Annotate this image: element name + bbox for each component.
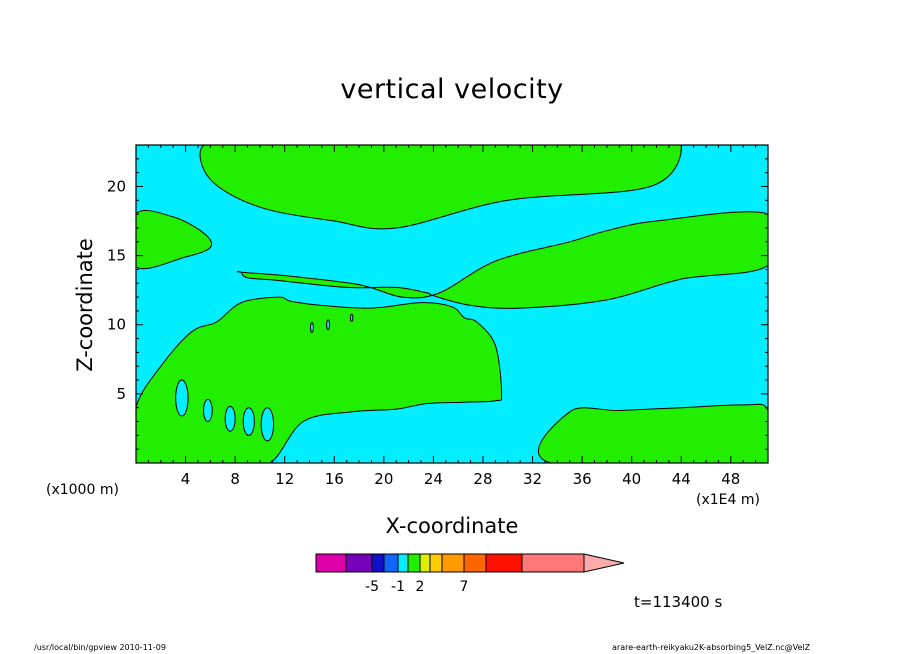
y-tick-label: 10: [107, 316, 126, 334]
colorbar-arrow: [583, 553, 625, 573]
x-tick-label: 12: [275, 470, 294, 488]
colorbar-swatch-9: [463, 553, 487, 573]
positive-region-2: [236, 211, 768, 309]
colorbar-swatch-5: [407, 553, 421, 573]
y-tick-label: 5: [116, 385, 126, 403]
colorbar-swatch-11: [521, 553, 585, 573]
colorbar-swatch-6: [419, 553, 431, 573]
x-tick-label: 4: [181, 470, 191, 488]
x-tick-label: 28: [473, 470, 492, 488]
time-label: t=113400 s: [634, 593, 723, 611]
negative-cell-1: [203, 398, 213, 423]
x-unit-label: (x1000 m): [46, 482, 119, 498]
colorbar-swatch-7: [429, 553, 443, 573]
colorbar-label: -5: [365, 579, 379, 595]
colorbar-swatch-8: [441, 553, 465, 573]
colorbar-label: -1: [391, 579, 405, 595]
footer-left: /usr/local/bin/gpview 2010-11-09: [34, 643, 166, 652]
y-tick-label: 20: [107, 177, 126, 195]
colorbar-label: 7: [460, 579, 469, 595]
footer-right: arare-earth-reikyaku2K-absorbing5_VelZ.n…: [612, 643, 811, 652]
colorbar-swatch-10: [485, 553, 523, 573]
x-tick-label: 24: [424, 470, 443, 488]
colorbar-label: 2: [416, 579, 425, 595]
y-tick-label: 15: [107, 247, 126, 265]
colorbar-swatch-0: [315, 553, 347, 573]
colorbar-swatch-3: [383, 553, 399, 573]
x-tick-label: 36: [573, 470, 592, 488]
colorbar-swatch-2: [371, 553, 385, 573]
x-tick-label: 20: [374, 470, 393, 488]
negative-cell-3: [242, 407, 255, 436]
positive-region-4: [537, 403, 768, 463]
x-tick-label: 48: [721, 470, 740, 488]
colorbar-swatch-1: [345, 553, 373, 573]
negative-cell-4: [260, 407, 275, 442]
negative-cell-5: [309, 322, 314, 333]
negative-cell-7: [349, 313, 354, 322]
negative-cell-2: [224, 405, 236, 432]
negative-cell-6: [326, 319, 331, 331]
positive-region-1: [136, 209, 213, 270]
x-tick-label: 40: [622, 470, 641, 488]
x-tick-label: 8: [230, 470, 240, 488]
x-tick-label: 16: [325, 470, 344, 488]
chart-title: vertical velocity: [340, 74, 564, 105]
x-scale-label: (x1E4 m): [696, 492, 760, 508]
contour-fill-group: [136, 145, 768, 463]
plot-frame: [135, 144, 769, 464]
colorbar-swatch-4: [397, 553, 409, 573]
x-tick-label: 44: [672, 470, 691, 488]
x-tick-label: 32: [523, 470, 542, 488]
negative-cell-0: [175, 379, 189, 417]
x-axis-label: X-coordinate: [385, 514, 519, 538]
